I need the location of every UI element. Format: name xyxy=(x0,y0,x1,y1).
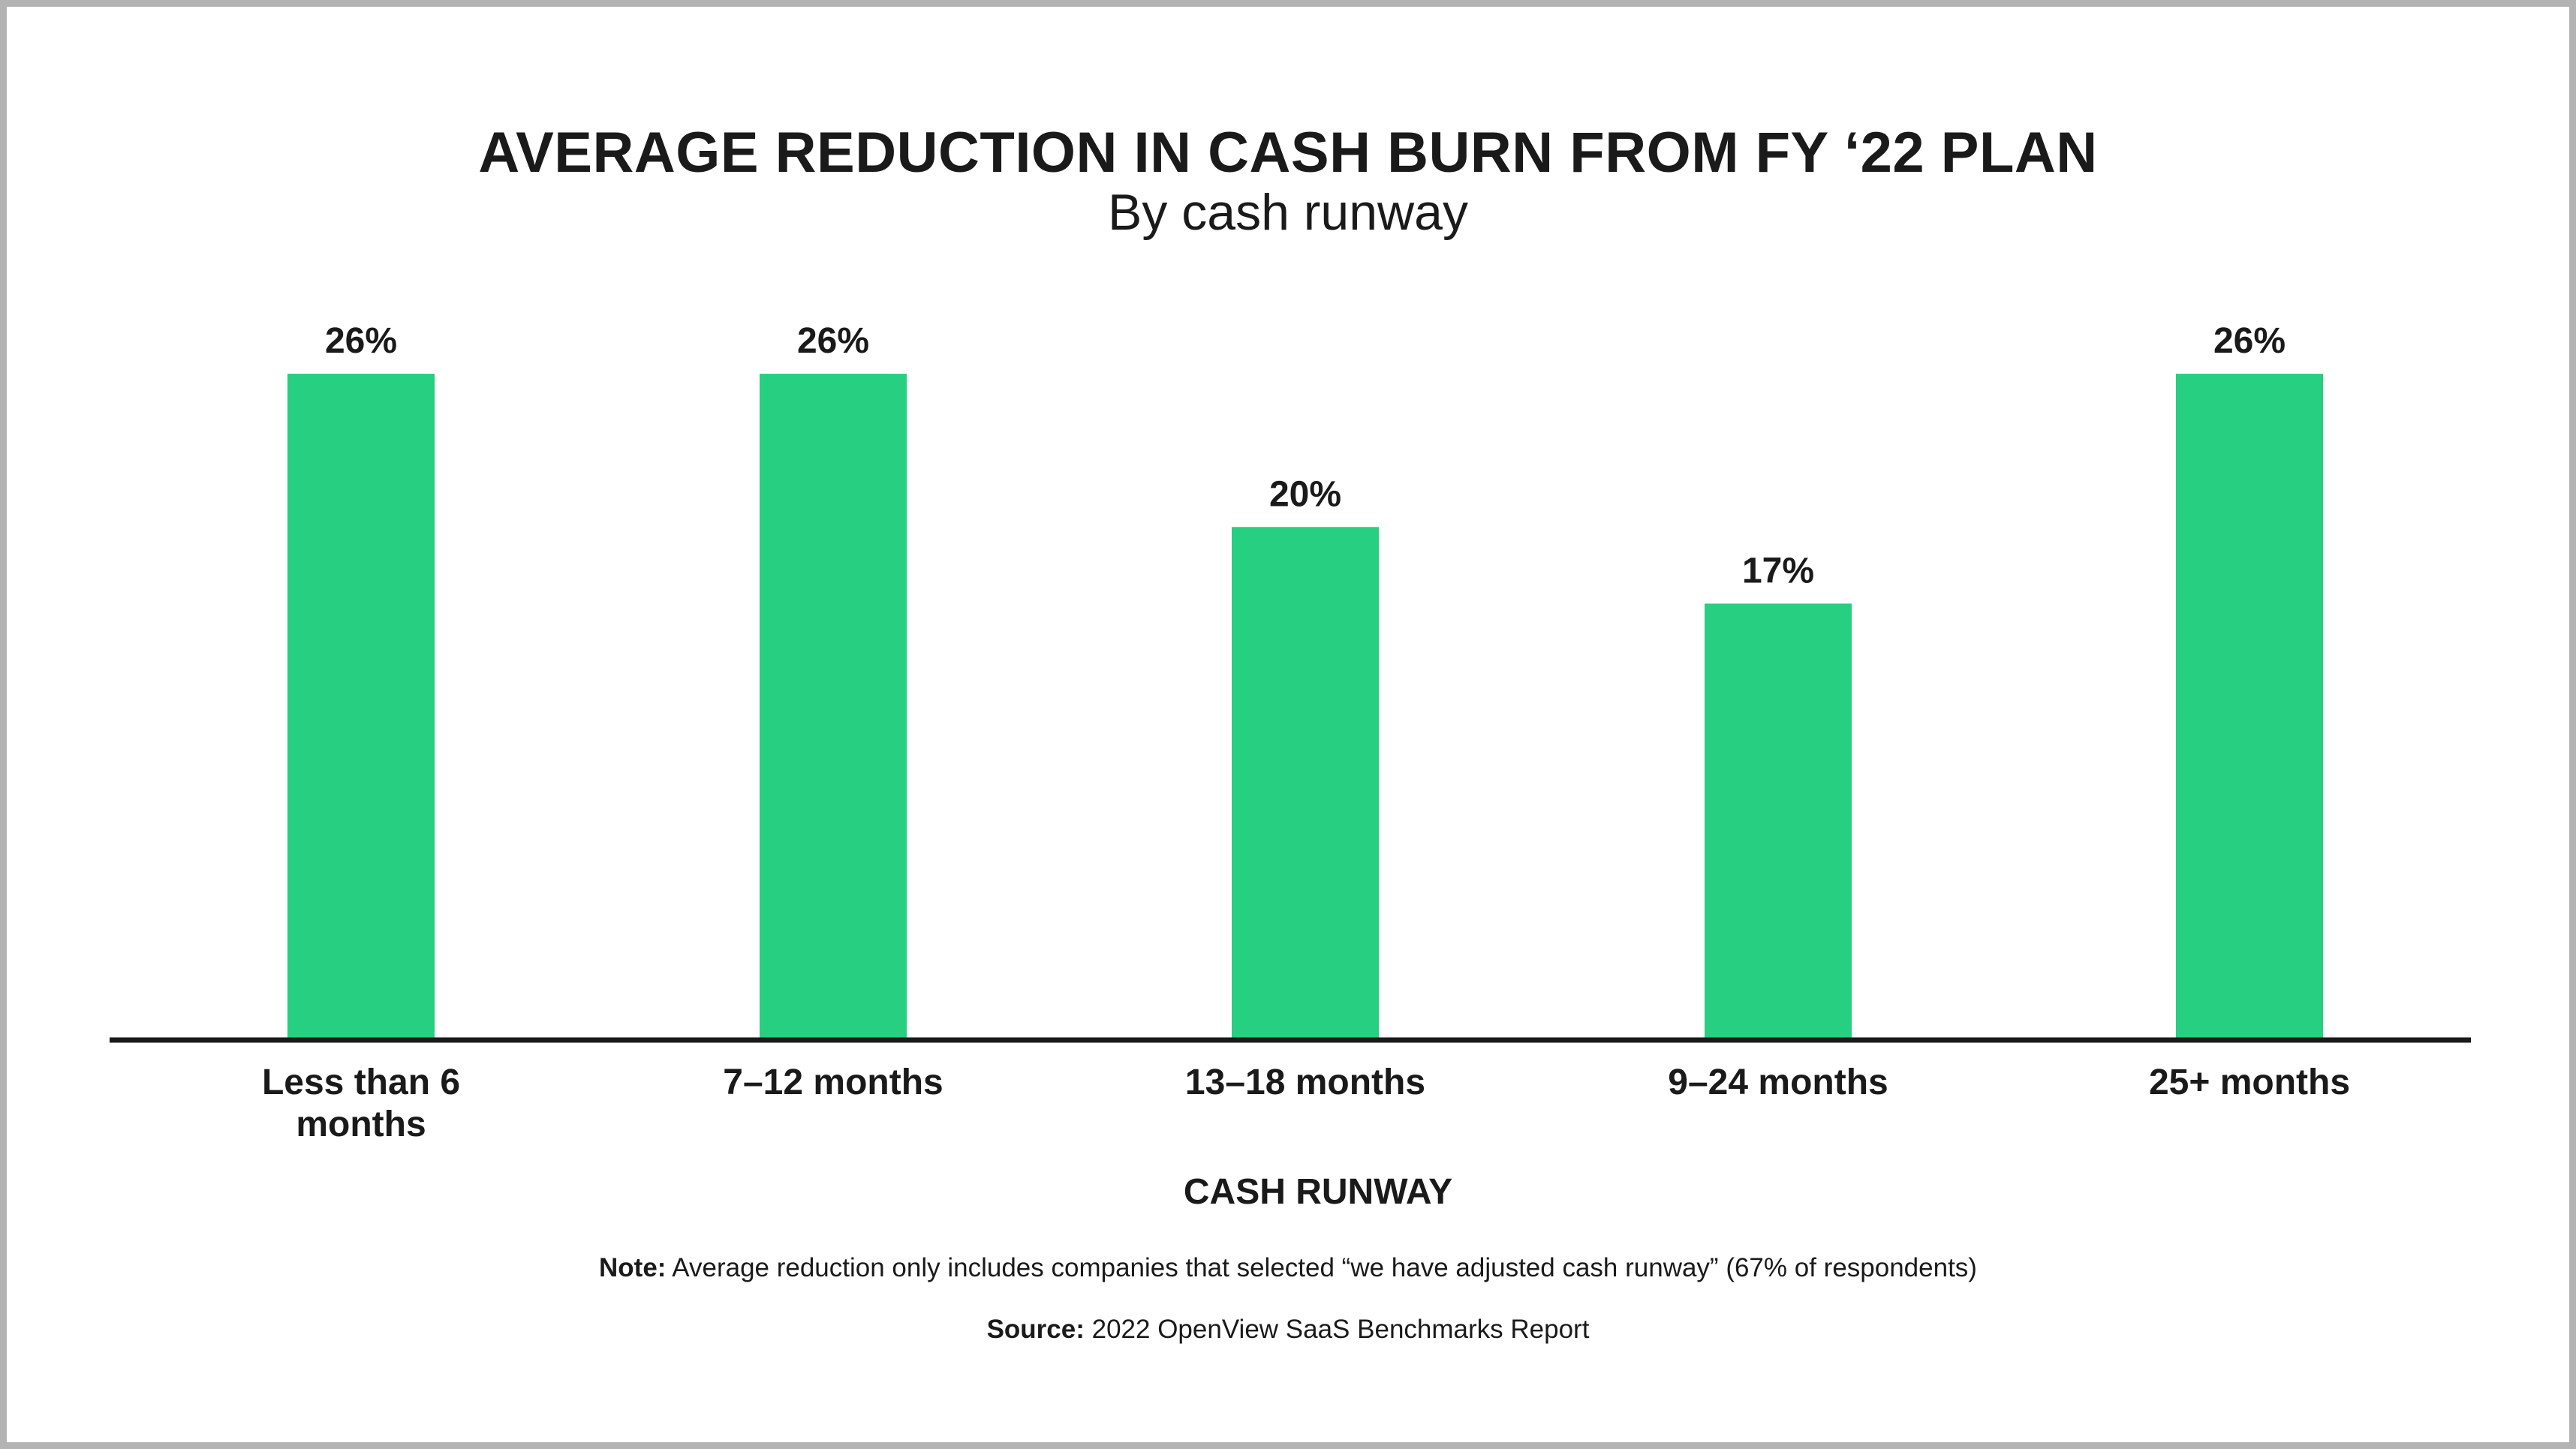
bar-1 xyxy=(287,374,435,1039)
source-line: Source: 2022 OpenView SaaS Benchmarks Re… xyxy=(0,1315,2576,1345)
category-label-4: 9–24 months xyxy=(1668,1063,1888,1102)
category-label-3: 13–18 months xyxy=(1185,1063,1425,1102)
bar-2 xyxy=(760,374,907,1039)
x-axis-title: CASH RUNWAY xyxy=(1184,1172,1452,1212)
bars-layer xyxy=(287,374,2323,1039)
data-label-3: 20% xyxy=(1269,474,1341,514)
note-text: Average reduction only includes companie… xyxy=(672,1253,1977,1282)
labels-layer: 26% Less than 6 months 26% 7–12 months 20% 13–… xyxy=(262,321,2350,1144)
data-label-2: 26% xyxy=(797,321,869,361)
bar-5 xyxy=(2176,374,2323,1039)
bar-4 xyxy=(1705,603,1852,1038)
data-label-5: 26% xyxy=(2213,321,2286,361)
chart-title: AVERAGE REDUCTION IN CASH BURN FROM FY ‘… xyxy=(478,121,2098,185)
source-label: Source: xyxy=(986,1315,1085,1344)
category-label-2: 7–12 months xyxy=(723,1063,943,1102)
chart-subtitle: By cash runway xyxy=(1108,184,1468,241)
data-label-4: 17% xyxy=(1742,551,1814,591)
data-label-1: 26% xyxy=(325,321,397,361)
category-label-1: Less than 6 months xyxy=(262,1063,460,1144)
note-label: Note: xyxy=(599,1253,667,1282)
footnote: Note: Average reduction only includes co… xyxy=(0,1253,2576,1283)
category-label-5: 25+ months xyxy=(2149,1063,2350,1102)
source-text: 2022 OpenView SaaS Benchmarks Report xyxy=(1091,1315,1590,1344)
bar-3 xyxy=(1232,527,1379,1038)
